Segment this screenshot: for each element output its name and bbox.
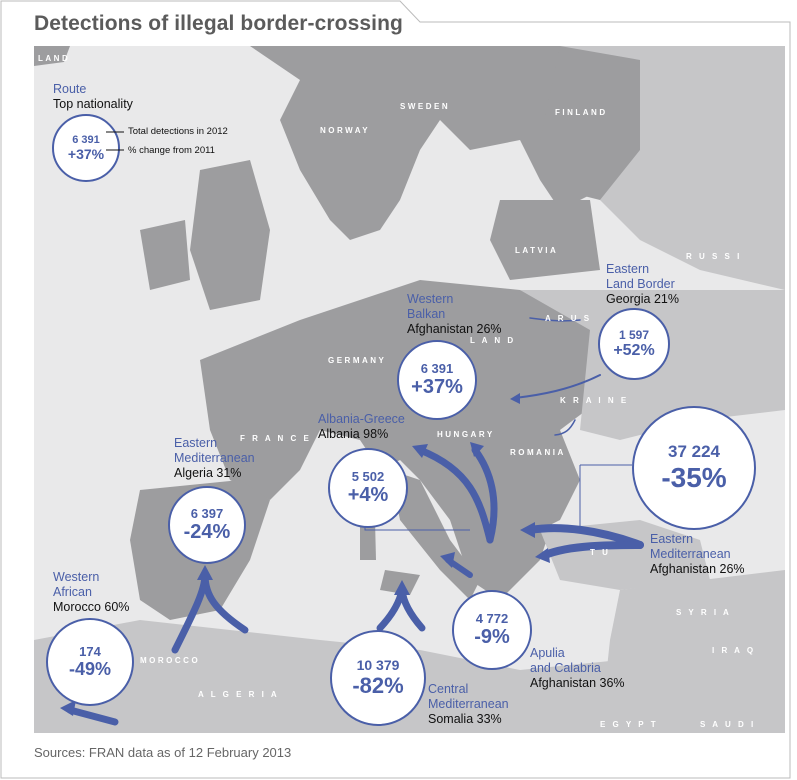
country-label-iceland: LAND xyxy=(38,54,71,63)
country-label-hungary: HUNGARY xyxy=(437,430,495,439)
legend-nationality-label: Top nationality xyxy=(53,97,133,111)
country-label-syria: S Y R I A xyxy=(676,608,732,617)
legend-total: 6 391 xyxy=(72,134,100,146)
source-note: Sources: FRAN data as of 12 February 201… xyxy=(34,745,292,760)
route-label-eastern-med-east: Eastern Mediterranean Afghanistan 26% xyxy=(650,532,745,576)
country-label-poland: L A N D xyxy=(470,336,516,345)
bubble-central-med: 10 379 -82% xyxy=(330,630,426,726)
country-label-latvia: LATVIA xyxy=(515,246,559,255)
route-label-central-med: Central Mediterranean Somalia 33% xyxy=(428,682,509,726)
country-label-algeria: A L G E R I A xyxy=(198,690,280,699)
country-label-romania: ROMANIA xyxy=(510,448,566,457)
bubble-western-african: 174 -49% xyxy=(46,618,134,706)
bubble-apulia-calabria: 4 772 -9% xyxy=(452,590,532,670)
country-label-turkey: T U xyxy=(590,548,611,557)
country-label-morocco: MOROCCO xyxy=(140,656,201,665)
route-label-western-african: Western African Morocco 60% xyxy=(53,570,130,614)
route-label-albania-greece: Albania-Greece Albania 98% xyxy=(318,412,405,441)
page-title: Detections of illegal border-crossing xyxy=(34,12,403,35)
arrow-heads xyxy=(60,393,550,716)
bubble-eastern-med-east: 37 224 -35% xyxy=(632,406,756,530)
country-label-russia: R U S S I xyxy=(686,252,742,261)
country-label-saudi: S A U D I xyxy=(700,720,756,729)
legend-pointer-lines xyxy=(106,131,124,151)
country-label-norway: NORWAY xyxy=(320,126,371,135)
legend-route-label: Route xyxy=(53,82,87,96)
route-label-eastern-med-west: Eastern Mediterranean Algeria 31% xyxy=(174,436,255,480)
route-label-western-balkan: Western Balkan Afghanistan 26% xyxy=(407,292,502,336)
country-label-finland: FINLAND xyxy=(555,108,608,117)
country-label-france: F R A N C E xyxy=(240,434,312,443)
country-label-iraq: I R A Q xyxy=(712,646,756,655)
country-label-germany: GERMANY xyxy=(328,356,387,365)
country-label-sweden: SWEDEN xyxy=(400,102,451,111)
bubble-eastern-land-border: 1 597 +52% xyxy=(598,308,670,380)
legend-change-note: % change from 2011 xyxy=(128,145,215,156)
legend-change: +37% xyxy=(67,146,105,162)
route-label-eastern-land-border: Eastern Land Border Georgia 21% xyxy=(606,262,679,306)
country-label-belarus: A R U S xyxy=(545,314,592,323)
legend-bubble: 6 391 +37% xyxy=(52,114,120,182)
legend-labels: Route Top nationality xyxy=(53,82,133,112)
country-label-egypt: E G Y P T xyxy=(600,720,659,729)
bubble-eastern-med-west: 6 397 -24% xyxy=(168,486,246,564)
bubble-albania-greece: 5 502 +4% xyxy=(328,448,408,528)
legend-total-note: Total detections in 2012 xyxy=(128,126,228,137)
country-label-ukraine: K R A I N E xyxy=(560,396,629,405)
route-label-apulia-calabria: Apulia and Calabria Afghanistan 36% xyxy=(530,646,625,690)
bubble-western-balkan: 6 391 +37% xyxy=(397,340,477,420)
